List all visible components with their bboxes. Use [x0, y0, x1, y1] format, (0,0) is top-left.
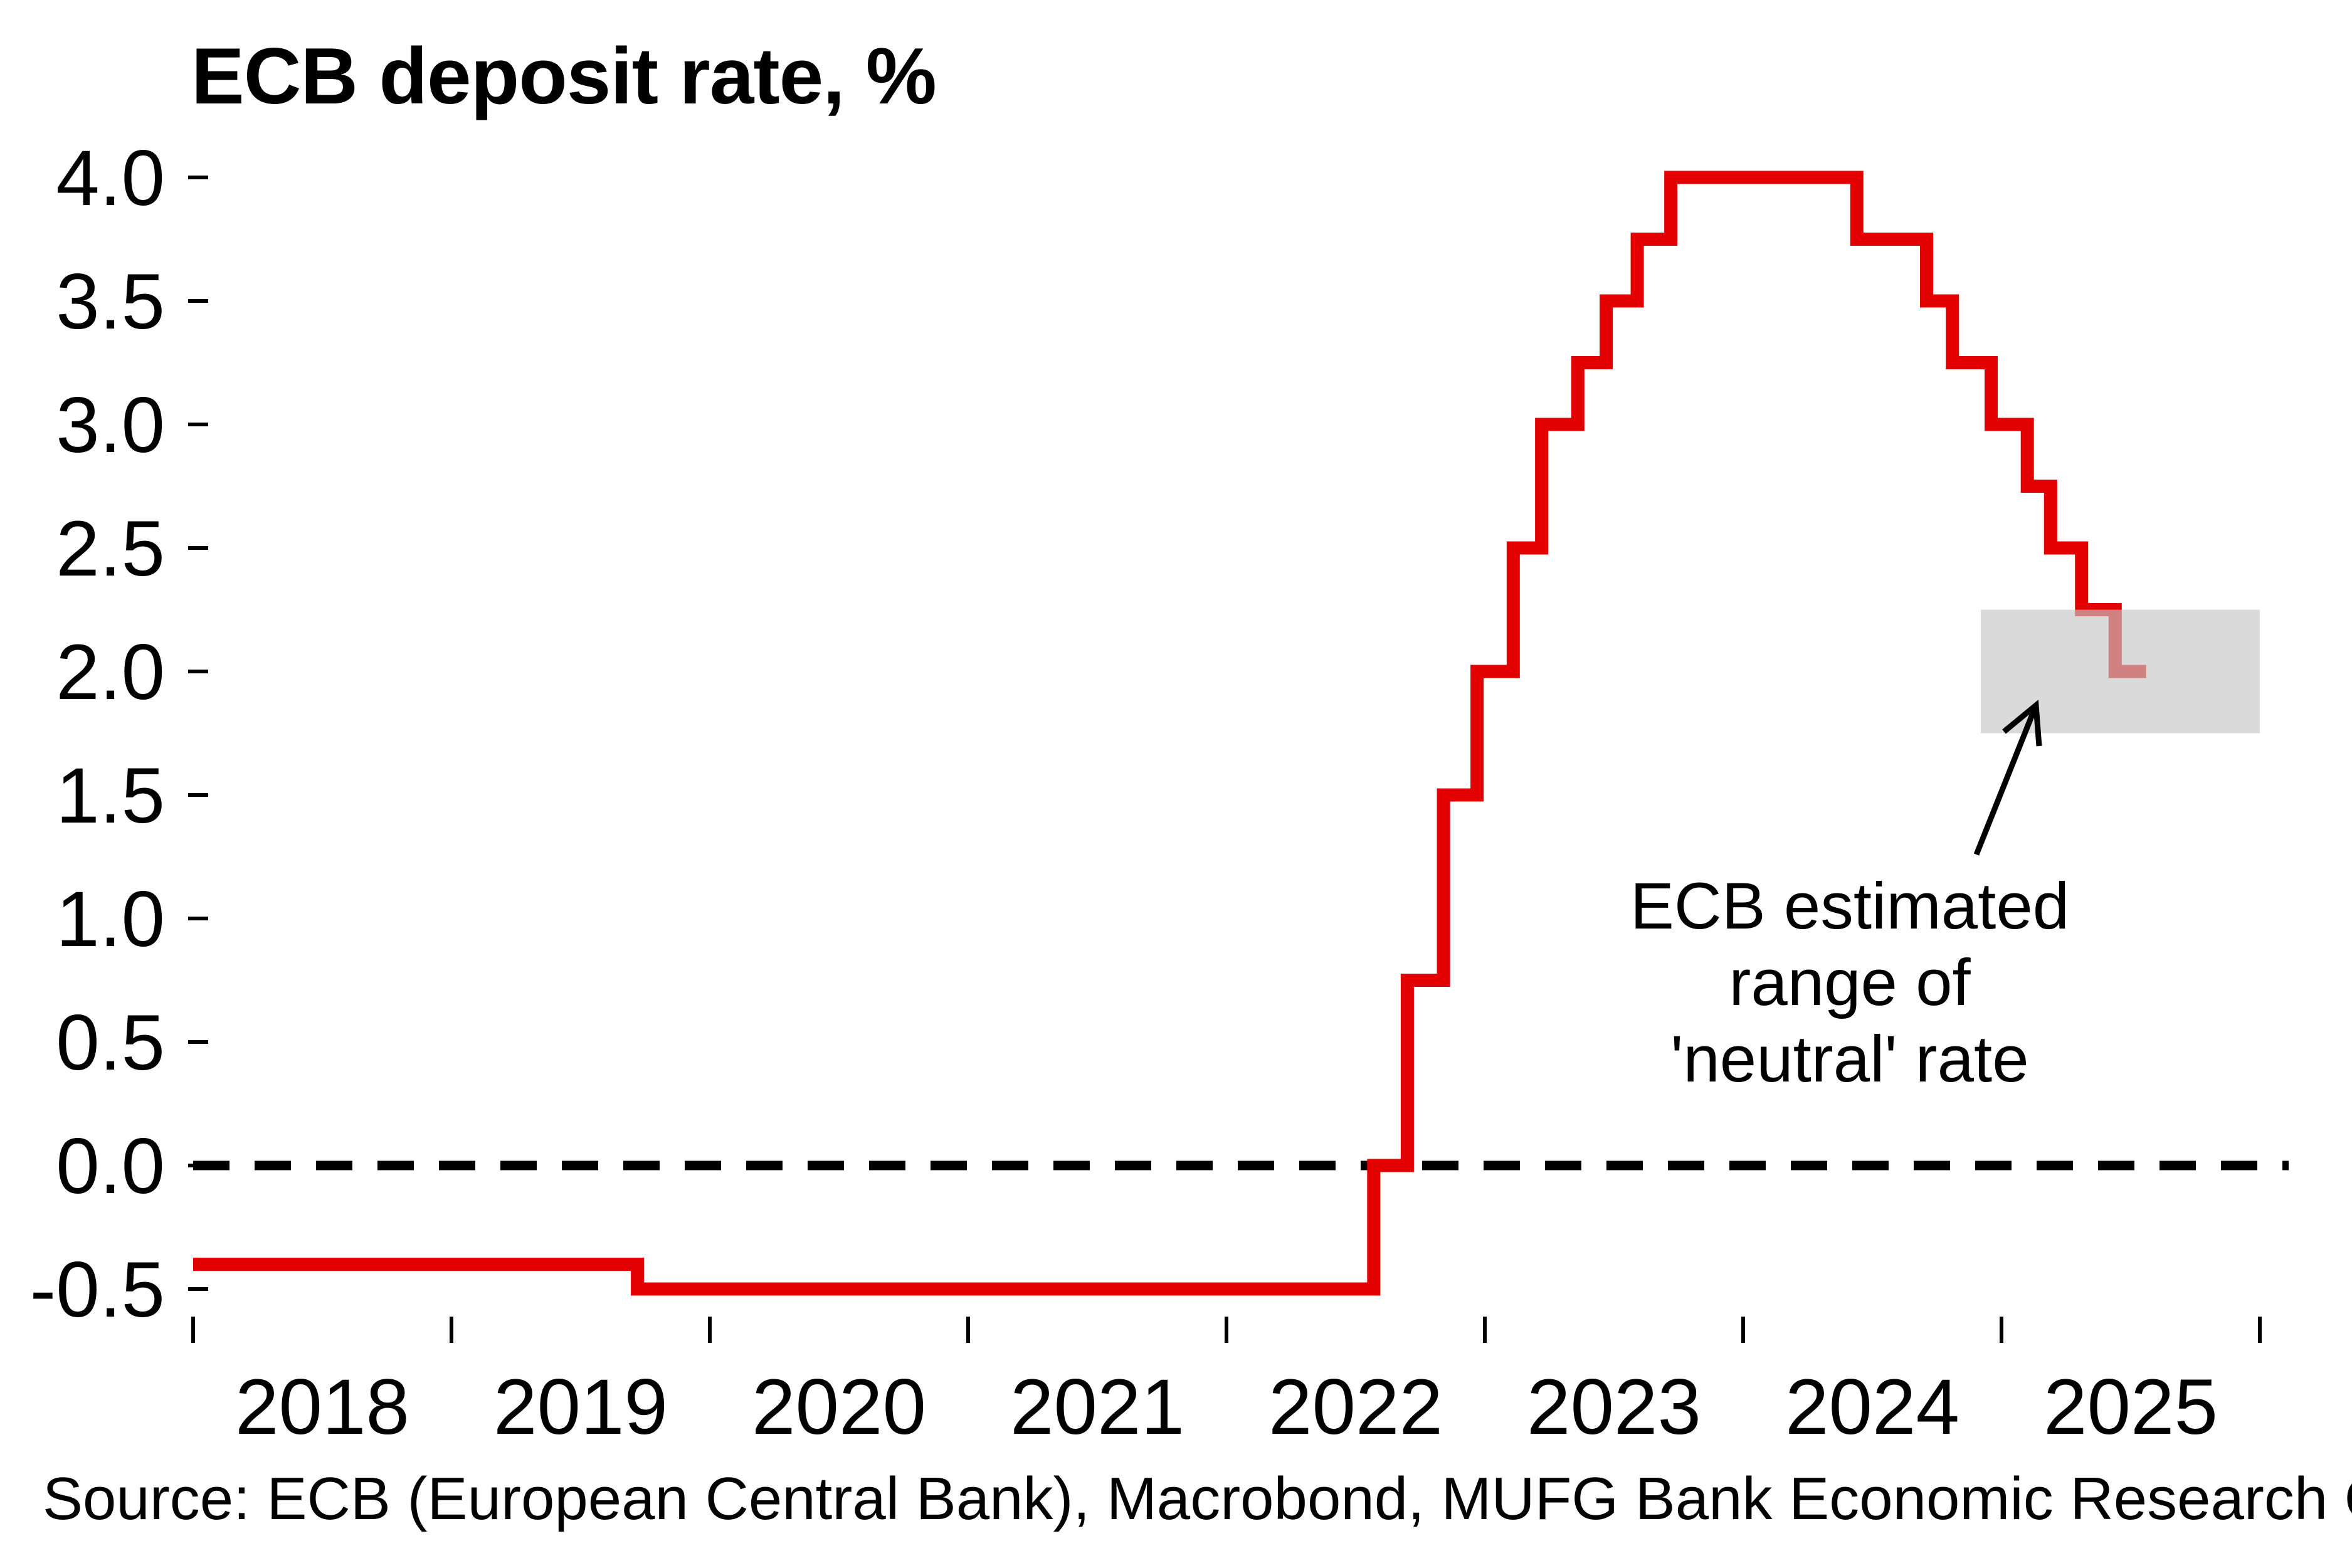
annotation-arrow-shaft: [1973, 704, 2039, 856]
x-tick-label: 2023: [1527, 1364, 1701, 1451]
annotation-line-2: range of: [1729, 946, 1971, 1019]
y-tick-label: 3.5: [56, 258, 165, 345]
annotation-arrow-head: [2002, 700, 2042, 747]
annotation-line-3: 'neutral' rate: [1670, 1023, 2029, 1096]
y-tick-label: 2.0: [56, 629, 165, 716]
y-tick-label: 4.0: [56, 135, 165, 222]
annotation-line-1: ECB estimated: [1630, 870, 2070, 943]
x-tick-label: 2022: [1268, 1364, 1443, 1451]
x-tick-label: 2024: [1785, 1364, 1959, 1451]
x-tick-label: 2018: [235, 1364, 409, 1451]
y-tick-label: 0.5: [56, 999, 165, 1087]
y-tick-label: 1.0: [56, 876, 165, 963]
chart-title: ECB deposit rate, %: [191, 31, 937, 120]
x-tick-label: 2021: [1010, 1364, 1184, 1451]
deposit-rate-step-line: [193, 171, 2146, 1296]
y-tick-label: 1.5: [56, 752, 165, 839]
source-text: Source: ECB (European Central Bank), Mac…: [43, 1465, 2352, 1532]
y-tick-label: 0.0: [56, 1123, 165, 1210]
y-tick-label: 3.0: [56, 382, 165, 469]
x-tick-label: 2025: [2043, 1364, 2218, 1451]
y-tick-label: 2.5: [56, 505, 165, 592]
y-tick-label: -0.5: [30, 1246, 165, 1334]
neutral-range-annotation: ECB estimated range of 'neutral' rate: [1630, 868, 2069, 1098]
x-tick-label: 2019: [493, 1364, 668, 1451]
x-tick-label: 2020: [752, 1364, 926, 1451]
